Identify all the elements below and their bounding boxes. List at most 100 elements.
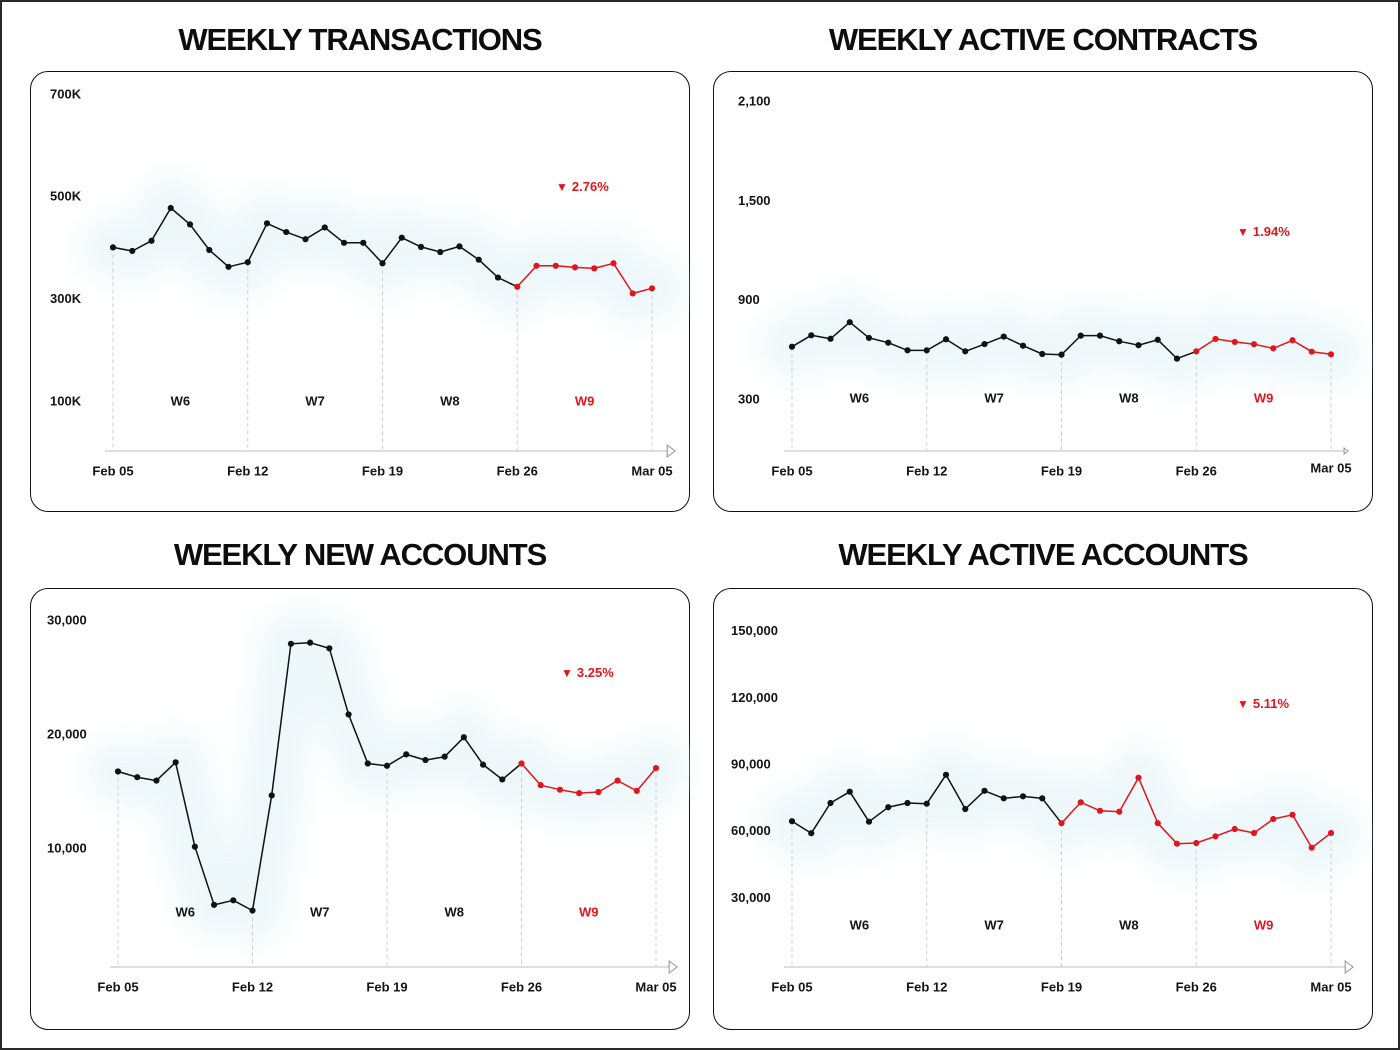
chart-weekly-transactions: 100K 300K 500K 700K Feb 05 Feb 12 Feb 19 Feb 26… xyxy=(50,86,684,478)
data-point xyxy=(287,640,295,647)
data-point xyxy=(1289,811,1296,818)
data-point xyxy=(610,260,617,267)
data-point xyxy=(475,256,482,263)
data-point xyxy=(1250,829,1258,837)
data-point xyxy=(499,776,506,783)
data-point xyxy=(556,786,564,793)
data-point xyxy=(1173,355,1181,362)
data-point xyxy=(1154,336,1161,343)
series-line xyxy=(791,321,1197,360)
line-glow xyxy=(760,742,1363,880)
data-point xyxy=(808,830,815,837)
data-point xyxy=(1135,342,1142,349)
down-triangle-icon: ▼ xyxy=(556,180,568,194)
data-point xyxy=(788,818,796,825)
data-point xyxy=(865,334,873,342)
data-point xyxy=(1231,825,1238,833)
data-point xyxy=(846,788,853,795)
data-point xyxy=(1019,342,1027,349)
data-point xyxy=(230,897,237,904)
week-label: W8 xyxy=(445,904,465,919)
data-point xyxy=(321,224,328,231)
data-point xyxy=(191,843,198,850)
down-triangle-icon: ▼ xyxy=(561,666,573,680)
data-point xyxy=(302,236,309,243)
week-label: W9 xyxy=(575,393,595,408)
data-point xyxy=(494,274,502,281)
series-line-highlight xyxy=(520,763,657,794)
x-tick-label: Feb 19 xyxy=(1041,979,1082,994)
data-point xyxy=(1058,820,1065,827)
x-tick-label: Feb 19 xyxy=(362,463,403,478)
data-point xyxy=(981,787,988,794)
data-point xyxy=(1135,774,1142,781)
x-tick-label: Mar 05 xyxy=(1310,979,1351,994)
week-label: W6 xyxy=(176,904,196,919)
y-tick-label: 700K xyxy=(50,86,82,101)
data-point xyxy=(148,237,155,244)
data-point xyxy=(1096,332,1104,339)
data-point xyxy=(1193,348,1200,355)
chart-weekly-active-contracts: 300 900 1,500 2,100 Feb 05 Feb 12 Feb 19 Feb 26… xyxy=(738,93,1363,478)
y-tick-label: 150,000 xyxy=(731,623,778,638)
x-tick-label: Mar 05 xyxy=(631,463,672,478)
data-point xyxy=(379,260,386,267)
data-point xyxy=(1289,337,1296,344)
down-triangle-icon: ▼ xyxy=(1237,225,1249,239)
data-point xyxy=(364,760,371,767)
data-point xyxy=(808,332,815,339)
data-point xyxy=(1000,795,1007,802)
week-label: W6 xyxy=(171,393,191,408)
data-point xyxy=(383,762,391,769)
data-point xyxy=(827,335,834,342)
data-point xyxy=(981,340,988,348)
week-label: W6 xyxy=(850,917,870,932)
data-point xyxy=(1058,351,1065,358)
data-point xyxy=(923,347,930,354)
data-point xyxy=(1077,332,1084,339)
x-tick-label: Feb 26 xyxy=(1176,979,1217,994)
data-point xyxy=(114,768,122,775)
y-tick-label: 1,500 xyxy=(738,193,771,208)
y-tick-label: 100K xyxy=(50,393,82,408)
y-tick-label: 10,000 xyxy=(47,840,87,855)
data-point xyxy=(460,734,467,741)
x-tick-label: Mar 05 xyxy=(1310,460,1351,475)
week-label: W9 xyxy=(1254,917,1274,932)
y-tick-label: 900 xyxy=(738,292,760,307)
data-point xyxy=(1039,795,1046,802)
data-point xyxy=(134,774,141,781)
week-label: W6 xyxy=(850,390,870,405)
change-value: 1.94% xyxy=(1253,224,1290,239)
x-tick-label: Feb 26 xyxy=(497,463,538,478)
data-point xyxy=(518,760,525,767)
data-point xyxy=(648,285,656,292)
y-tick-label: 30,000 xyxy=(731,890,771,905)
change-indicator: ▼ 2.76% xyxy=(556,179,609,194)
data-point xyxy=(340,239,348,246)
data-point xyxy=(788,343,796,350)
x-tick-label: Feb 05 xyxy=(97,979,138,994)
data-point xyxy=(571,264,579,271)
week-label: W7 xyxy=(984,390,1004,405)
data-point xyxy=(614,777,621,784)
data-point xyxy=(827,799,834,807)
data-point xyxy=(576,790,583,797)
y-tick-label: 300K xyxy=(50,291,82,306)
change-value: 2.76% xyxy=(572,179,609,194)
data-point xyxy=(479,761,487,768)
y-tick-label: 20,000 xyxy=(47,726,87,741)
data-point xyxy=(633,787,640,794)
x-tick-label: Mar 05 xyxy=(635,979,676,994)
data-point xyxy=(1270,345,1277,352)
data-point xyxy=(1096,807,1104,814)
chart-title-weekly-active-accounts: WEEKLY ACTIVE ACCOUNTS xyxy=(838,537,1248,572)
data-point xyxy=(268,792,275,799)
data-point xyxy=(1193,839,1200,847)
data-point xyxy=(904,347,911,354)
data-point xyxy=(1077,799,1084,806)
week-label: W9 xyxy=(1254,390,1274,405)
change-indicator: ▼ 5.11% xyxy=(1237,696,1289,711)
y-tick-label: 120,000 xyxy=(731,690,778,705)
